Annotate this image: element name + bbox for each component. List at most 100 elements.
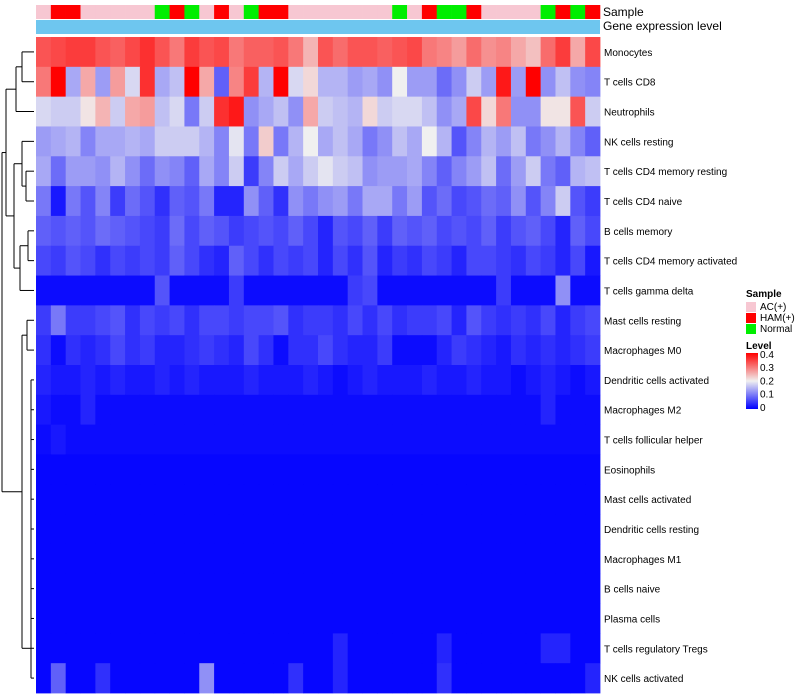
heatmap-cell bbox=[258, 96, 274, 127]
heatmap-cell bbox=[466, 633, 482, 664]
row-label: T cells follicular helper bbox=[604, 436, 703, 447]
heatmap-cell bbox=[332, 335, 349, 366]
heatmap-cell bbox=[481, 484, 497, 515]
sample-legend-label: Normal bbox=[760, 324, 792, 335]
heatmap-cell bbox=[288, 514, 304, 545]
level-tick-label: 0 bbox=[760, 403, 766, 414]
heatmap-cell bbox=[451, 603, 467, 634]
heatmap-cell bbox=[169, 603, 185, 634]
heatmap-cell bbox=[258, 573, 274, 604]
heatmap-cell bbox=[214, 365, 230, 396]
heatmap-cell bbox=[540, 633, 556, 664]
sample-annotation-cell bbox=[436, 5, 452, 19]
heatmap-cell bbox=[585, 96, 601, 127]
sample-annotation-cell bbox=[377, 5, 393, 19]
heatmap-cell bbox=[481, 275, 497, 306]
heatmap-cell bbox=[347, 37, 363, 68]
heatmap-cell bbox=[303, 633, 319, 664]
heatmap-cell bbox=[243, 424, 260, 455]
heatmap-cell bbox=[407, 186, 423, 217]
heatmap-cell bbox=[496, 603, 512, 634]
heatmap-cell bbox=[258, 543, 274, 575]
heatmap-cell bbox=[525, 275, 542, 306]
heatmap-cell bbox=[95, 633, 111, 664]
heatmap-cell bbox=[95, 275, 111, 306]
heatmap-cell bbox=[154, 394, 170, 426]
heatmap-cell bbox=[303, 543, 319, 575]
heatmap-cell bbox=[362, 424, 378, 455]
heatmap-cell bbox=[110, 245, 126, 276]
heatmap-cell bbox=[184, 394, 200, 426]
heatmap-cell bbox=[50, 66, 67, 98]
row-labels: Monocytes T cells CD8 Neutrophils NK cells … bbox=[604, 48, 737, 685]
heatmap-cell bbox=[510, 603, 527, 634]
heatmap-cell bbox=[585, 305, 601, 336]
heatmap-cell bbox=[65, 543, 81, 575]
heatmap-cell bbox=[451, 663, 467, 694]
heatmap-cell bbox=[95, 215, 111, 247]
heatmap-cell bbox=[451, 126, 467, 157]
heatmap-cell bbox=[65, 186, 81, 217]
heatmap-cell bbox=[421, 305, 438, 336]
heatmap-cell bbox=[243, 543, 260, 575]
heatmap-cell bbox=[169, 66, 185, 98]
heatmap-cell bbox=[199, 156, 215, 187]
heatmap-cell bbox=[525, 603, 542, 634]
heatmap-cell bbox=[510, 186, 527, 217]
heatmap-cell bbox=[184, 66, 200, 98]
heatmap-cell bbox=[392, 305, 408, 336]
heatmap-cell bbox=[154, 245, 170, 276]
heatmap-cell bbox=[184, 335, 200, 366]
heatmap-cell bbox=[481, 514, 497, 545]
heatmap-cell bbox=[154, 126, 170, 157]
heatmap-cell bbox=[258, 603, 274, 634]
heatmap-cell bbox=[110, 573, 126, 604]
heatmap-cell bbox=[214, 663, 230, 694]
heatmap-cell bbox=[228, 305, 245, 336]
heatmap-cell bbox=[288, 543, 304, 575]
heatmap-cell bbox=[540, 37, 556, 68]
sample-annotation-cell bbox=[318, 5, 334, 19]
heatmap-cell bbox=[50, 543, 67, 575]
heatmap-cell bbox=[139, 454, 156, 485]
heatmap-cell bbox=[125, 365, 141, 396]
heatmap-cell bbox=[50, 96, 67, 127]
heatmap-cell bbox=[169, 305, 185, 336]
heatmap-cell bbox=[362, 573, 378, 604]
sample-annotation-cell bbox=[525, 5, 541, 19]
heatmap-cell bbox=[496, 424, 512, 455]
heatmap-cell bbox=[258, 335, 274, 366]
heatmap-cell bbox=[481, 603, 497, 634]
heatmap-cell bbox=[362, 335, 378, 366]
heatmap-cell bbox=[243, 156, 260, 187]
heatmap-cell bbox=[481, 633, 497, 664]
heatmap-cell bbox=[214, 424, 230, 455]
heatmap-cell bbox=[318, 335, 334, 366]
heatmap-cell bbox=[169, 633, 185, 664]
heatmap-cell bbox=[258, 66, 274, 98]
heatmap-cell bbox=[466, 66, 482, 98]
heatmap-cell bbox=[525, 633, 542, 664]
sample-annotation-cell bbox=[80, 5, 96, 19]
heatmap-cell bbox=[36, 514, 52, 545]
heatmap-cell bbox=[525, 514, 542, 545]
heatmap-cell bbox=[496, 365, 512, 396]
heatmap-cell bbox=[36, 37, 52, 68]
heatmap-cell bbox=[169, 573, 185, 604]
row-label: B cells memory bbox=[604, 227, 672, 238]
heatmap-cell bbox=[362, 514, 378, 545]
heatmap-cell bbox=[65, 603, 81, 634]
heatmap-cell bbox=[318, 186, 334, 217]
heatmap-cell bbox=[50, 365, 67, 396]
heatmap-cell bbox=[377, 514, 393, 545]
heatmap-cell bbox=[95, 514, 111, 545]
heatmap-cell bbox=[510, 215, 527, 247]
sample-annotation-cell bbox=[288, 5, 304, 19]
heatmap-cell bbox=[466, 37, 482, 68]
heatmap-cell bbox=[451, 245, 467, 276]
heatmap-cell bbox=[36, 633, 52, 664]
heatmap-cell bbox=[65, 663, 81, 694]
heatmap-cell bbox=[184, 543, 200, 575]
heatmap-cell bbox=[95, 603, 111, 634]
sample-annotation-cell bbox=[228, 5, 245, 19]
